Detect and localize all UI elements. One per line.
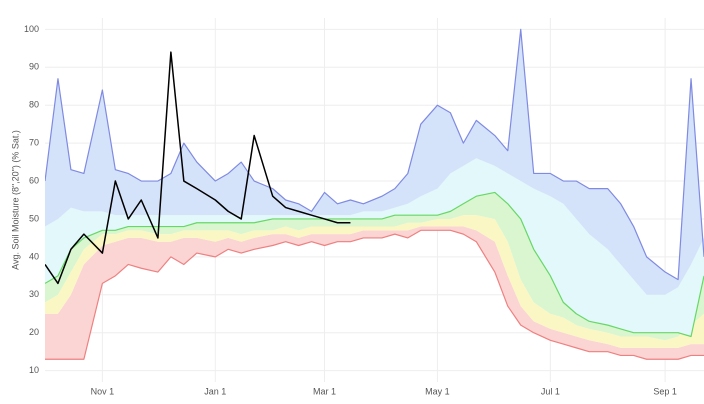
y-tick-label: 70 bbox=[29, 138, 39, 148]
x-tick-label: Sep 1 bbox=[653, 386, 677, 396]
y-tick-label: 90 bbox=[29, 62, 39, 72]
band bbox=[45, 29, 704, 295]
y-tick-label: 60 bbox=[29, 175, 39, 185]
series-line bbox=[45, 51, 351, 285]
band bbox=[45, 215, 704, 348]
series-line bbox=[45, 191, 704, 338]
y-tick-label: 30 bbox=[29, 289, 39, 299]
y-axis-label: Avg. Soil Moisture (8",20") (% Sat.) bbox=[10, 130, 20, 270]
y-tick-label: 100 bbox=[24, 24, 39, 34]
x-tick-label: Mar 1 bbox=[313, 386, 336, 396]
band bbox=[45, 192, 704, 341]
x-tick-label: Jul 1 bbox=[541, 386, 560, 396]
band bbox=[45, 226, 704, 360]
x-tick-label: Jan 1 bbox=[204, 386, 226, 396]
band bbox=[45, 158, 704, 337]
x-tick-label: Nov 1 bbox=[91, 386, 115, 396]
series-line bbox=[45, 229, 704, 360]
y-tick-label: 50 bbox=[29, 213, 39, 223]
series-line bbox=[45, 28, 704, 281]
x-tick-label: May 1 bbox=[425, 386, 450, 396]
y-tick-label: 80 bbox=[29, 100, 39, 110]
y-tick-label: 20 bbox=[29, 327, 39, 337]
plot-area bbox=[45, 18, 704, 382]
y-tick-label: 40 bbox=[29, 251, 39, 261]
y-tick-label: 10 bbox=[29, 365, 39, 375]
